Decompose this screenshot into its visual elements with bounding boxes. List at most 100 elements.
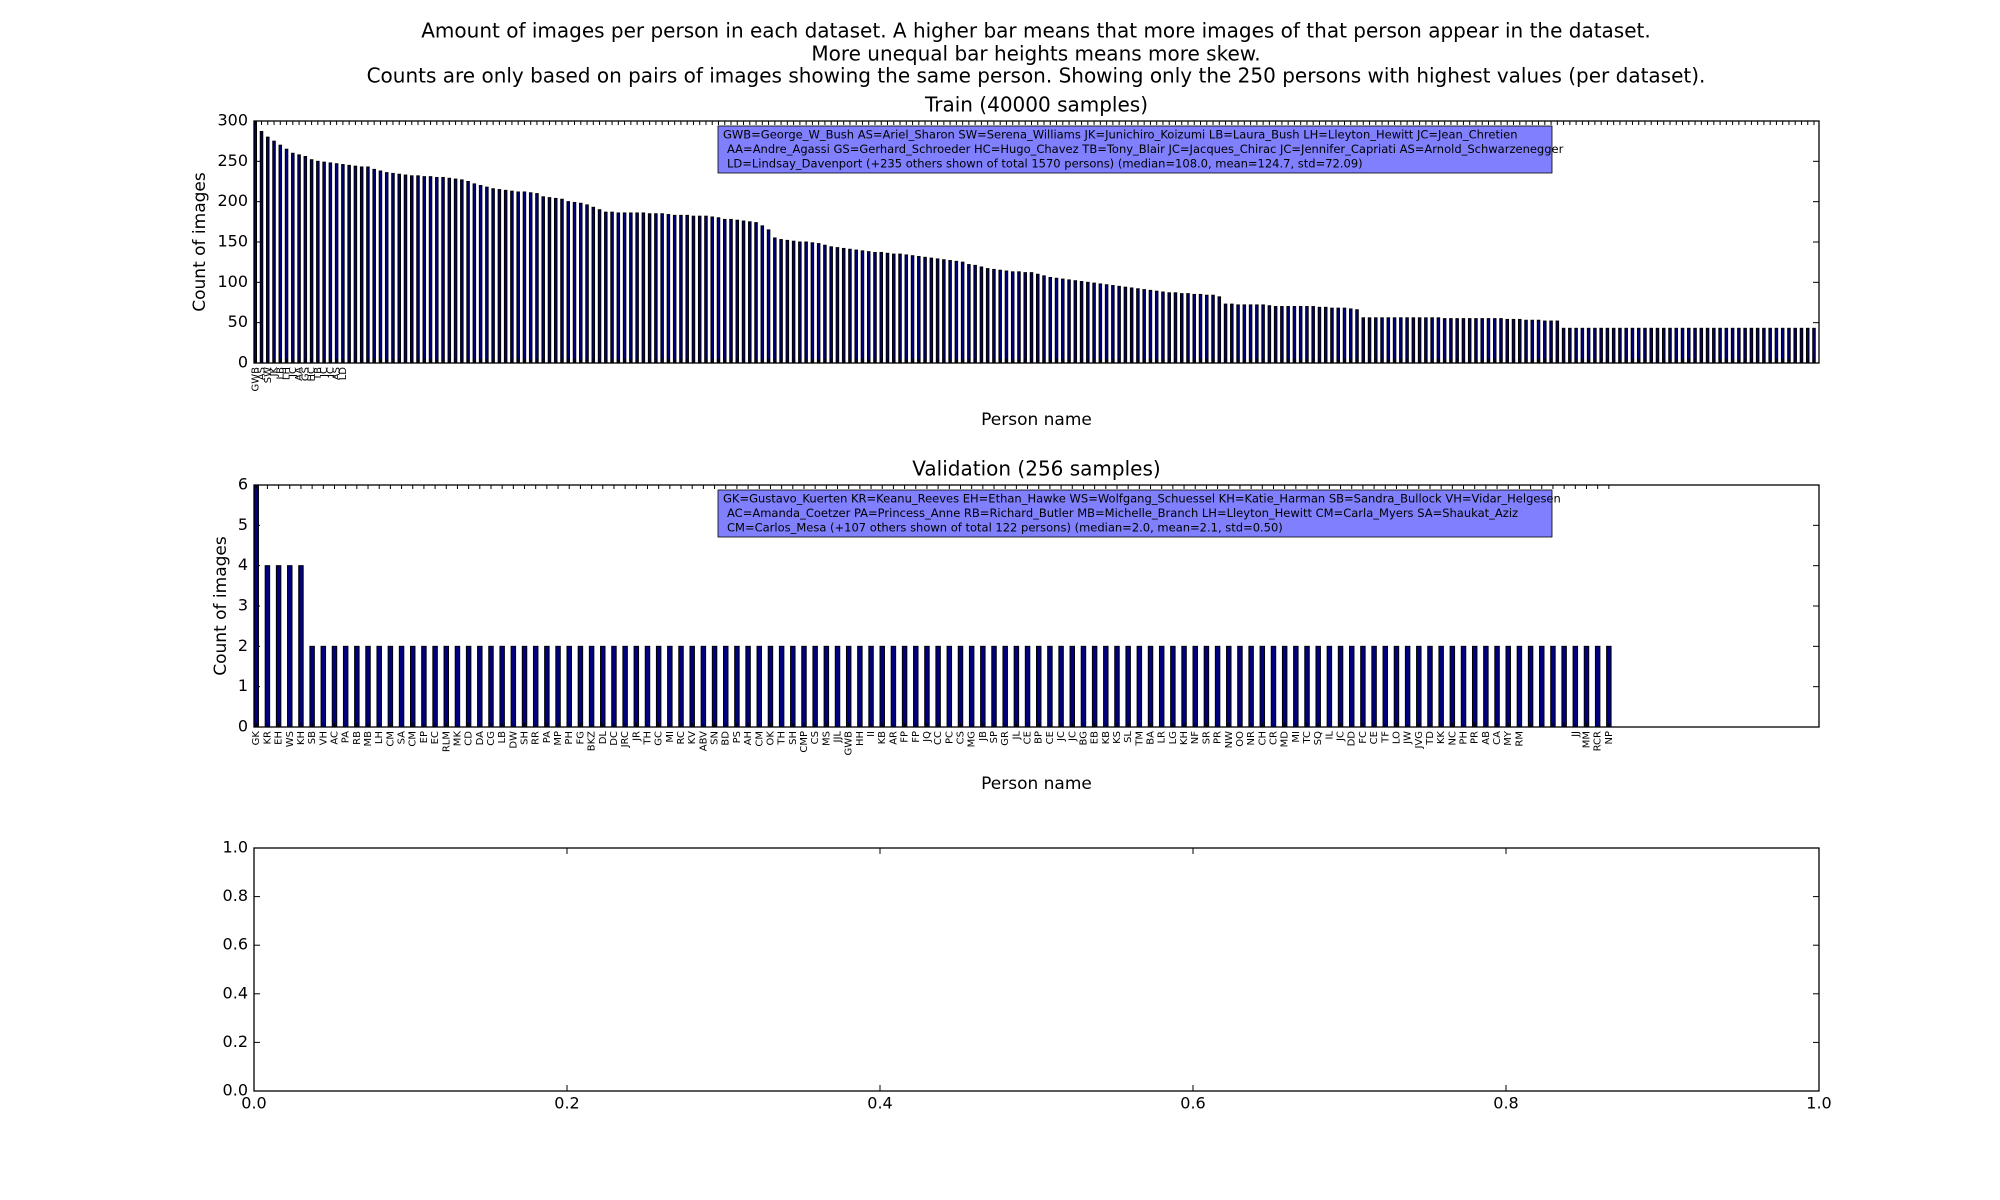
- figure-title: More unequal bar heights means more skew…: [811, 42, 1260, 66]
- x-tick-label: JB: [978, 731, 989, 742]
- bar: [1198, 293, 1203, 364]
- bar: [443, 645, 450, 728]
- bar: [309, 645, 315, 728]
- bar: [1326, 645, 1333, 728]
- bar: [1248, 645, 1254, 728]
- bar: [1205, 294, 1209, 364]
- axes-frame: [253, 847, 1820, 1092]
- bar: [522, 191, 527, 364]
- bar: [1793, 327, 1797, 364]
- x-tick-label: EC: [430, 731, 441, 744]
- bar: [1002, 645, 1008, 728]
- bar: [1511, 318, 1516, 364]
- bar: [647, 213, 652, 364]
- bar: [1349, 645, 1355, 728]
- bar: [341, 164, 345, 364]
- bar: [1561, 645, 1567, 728]
- x-tick-label: LB: [275, 367, 286, 380]
- bar: [1668, 327, 1672, 364]
- bar: [553, 197, 558, 364]
- x-tick-label: CE: [1045, 731, 1056, 744]
- bar: [447, 177, 452, 364]
- bar: [485, 186, 489, 364]
- bar: [1361, 317, 1366, 364]
- bar: [309, 159, 314, 364]
- x-tick-label: PH: [564, 731, 575, 745]
- x-tick-label: PA: [542, 731, 553, 743]
- bar: [1404, 645, 1411, 728]
- bar: [835, 247, 840, 364]
- y-tick-label: 300: [217, 111, 248, 130]
- bar: [342, 645, 349, 728]
- bar: [1280, 306, 1284, 364]
- x-tick-label: JQ: [922, 731, 933, 743]
- bar: [1186, 293, 1190, 364]
- bar: [497, 189, 502, 364]
- x-tick-label: MS: [821, 731, 832, 746]
- bar: [1013, 645, 1020, 728]
- bar: [1705, 327, 1710, 364]
- bar: [879, 251, 884, 364]
- bar: [689, 645, 695, 728]
- axes-title: Train (40000 samples): [924, 93, 1148, 117]
- bar: [376, 645, 382, 728]
- bar: [823, 645, 830, 728]
- x-axis-label: Person name: [981, 410, 1092, 430]
- annotation-text: AC=Amanda_Coetzer PA=Princess_Anne RB=Ri…: [727, 506, 1518, 520]
- bar: [868, 645, 874, 728]
- bar: [1281, 645, 1288, 728]
- bar: [316, 160, 320, 364]
- bar: [503, 189, 508, 364]
- bar: [1606, 645, 1612, 728]
- x-tick-label: 0.8: [1493, 1094, 1518, 1113]
- x-tick-label: JK: [269, 367, 280, 378]
- bar: [297, 154, 301, 364]
- bar: [685, 214, 689, 364]
- bar: [547, 197, 552, 364]
- x-tick-label: RR: [531, 731, 542, 745]
- x-tick-label: PS: [732, 731, 743, 743]
- bar: [1527, 645, 1534, 728]
- bar: [516, 191, 520, 364]
- x-tick-label: JC: [319, 367, 330, 378]
- bar: [804, 241, 808, 364]
- x-tick-label: GR: [1000, 731, 1011, 746]
- bar: [1539, 645, 1545, 728]
- bar: [901, 645, 908, 728]
- x-tick-label: RB: [352, 731, 363, 745]
- bar: [1223, 303, 1228, 364]
- x-tick-label: NR: [1246, 731, 1257, 745]
- bar: [397, 173, 401, 364]
- annotation-text: CM=Carlos_Mesa (+107 others shown of tot…: [727, 521, 1283, 535]
- x-tick-label: OO: [1235, 731, 1246, 747]
- bar: [1471, 645, 1478, 728]
- x-tick-label: IL: [1324, 731, 1335, 740]
- annotation-text: GK=Gustavo_Kuerten KR=Keanu_Reeves EH=Et…: [723, 492, 1561, 506]
- x-tick-label: TH: [642, 731, 653, 746]
- axes-title: Validation (256 samples): [912, 457, 1160, 481]
- x-tick-label: LB: [497, 731, 508, 744]
- bar: [510, 190, 514, 364]
- bar: [1192, 645, 1198, 728]
- bar: [1092, 282, 1096, 364]
- x-tick-label: GWB: [250, 367, 261, 392]
- x-tick-label: AH: [743, 731, 754, 745]
- bar: [491, 188, 495, 364]
- bar: [610, 211, 614, 364]
- x-tick-label: TF: [1380, 731, 1391, 744]
- bar: [892, 253, 896, 364]
- x-tick-label: JC: [1056, 731, 1067, 742]
- bar: [666, 214, 671, 364]
- bar: [441, 176, 445, 364]
- bar: [535, 193, 539, 364]
- y-tick-label: 1.0: [223, 838, 248, 857]
- bar: [1561, 327, 1566, 364]
- bar: [1273, 306, 1278, 364]
- bar: [857, 645, 863, 728]
- bar: [968, 645, 975, 728]
- x-tick-label: DA: [475, 731, 486, 746]
- bar: [1430, 317, 1434, 364]
- x-tick-label: BD: [721, 731, 732, 746]
- bar: [1768, 327, 1772, 364]
- bar: [391, 172, 395, 364]
